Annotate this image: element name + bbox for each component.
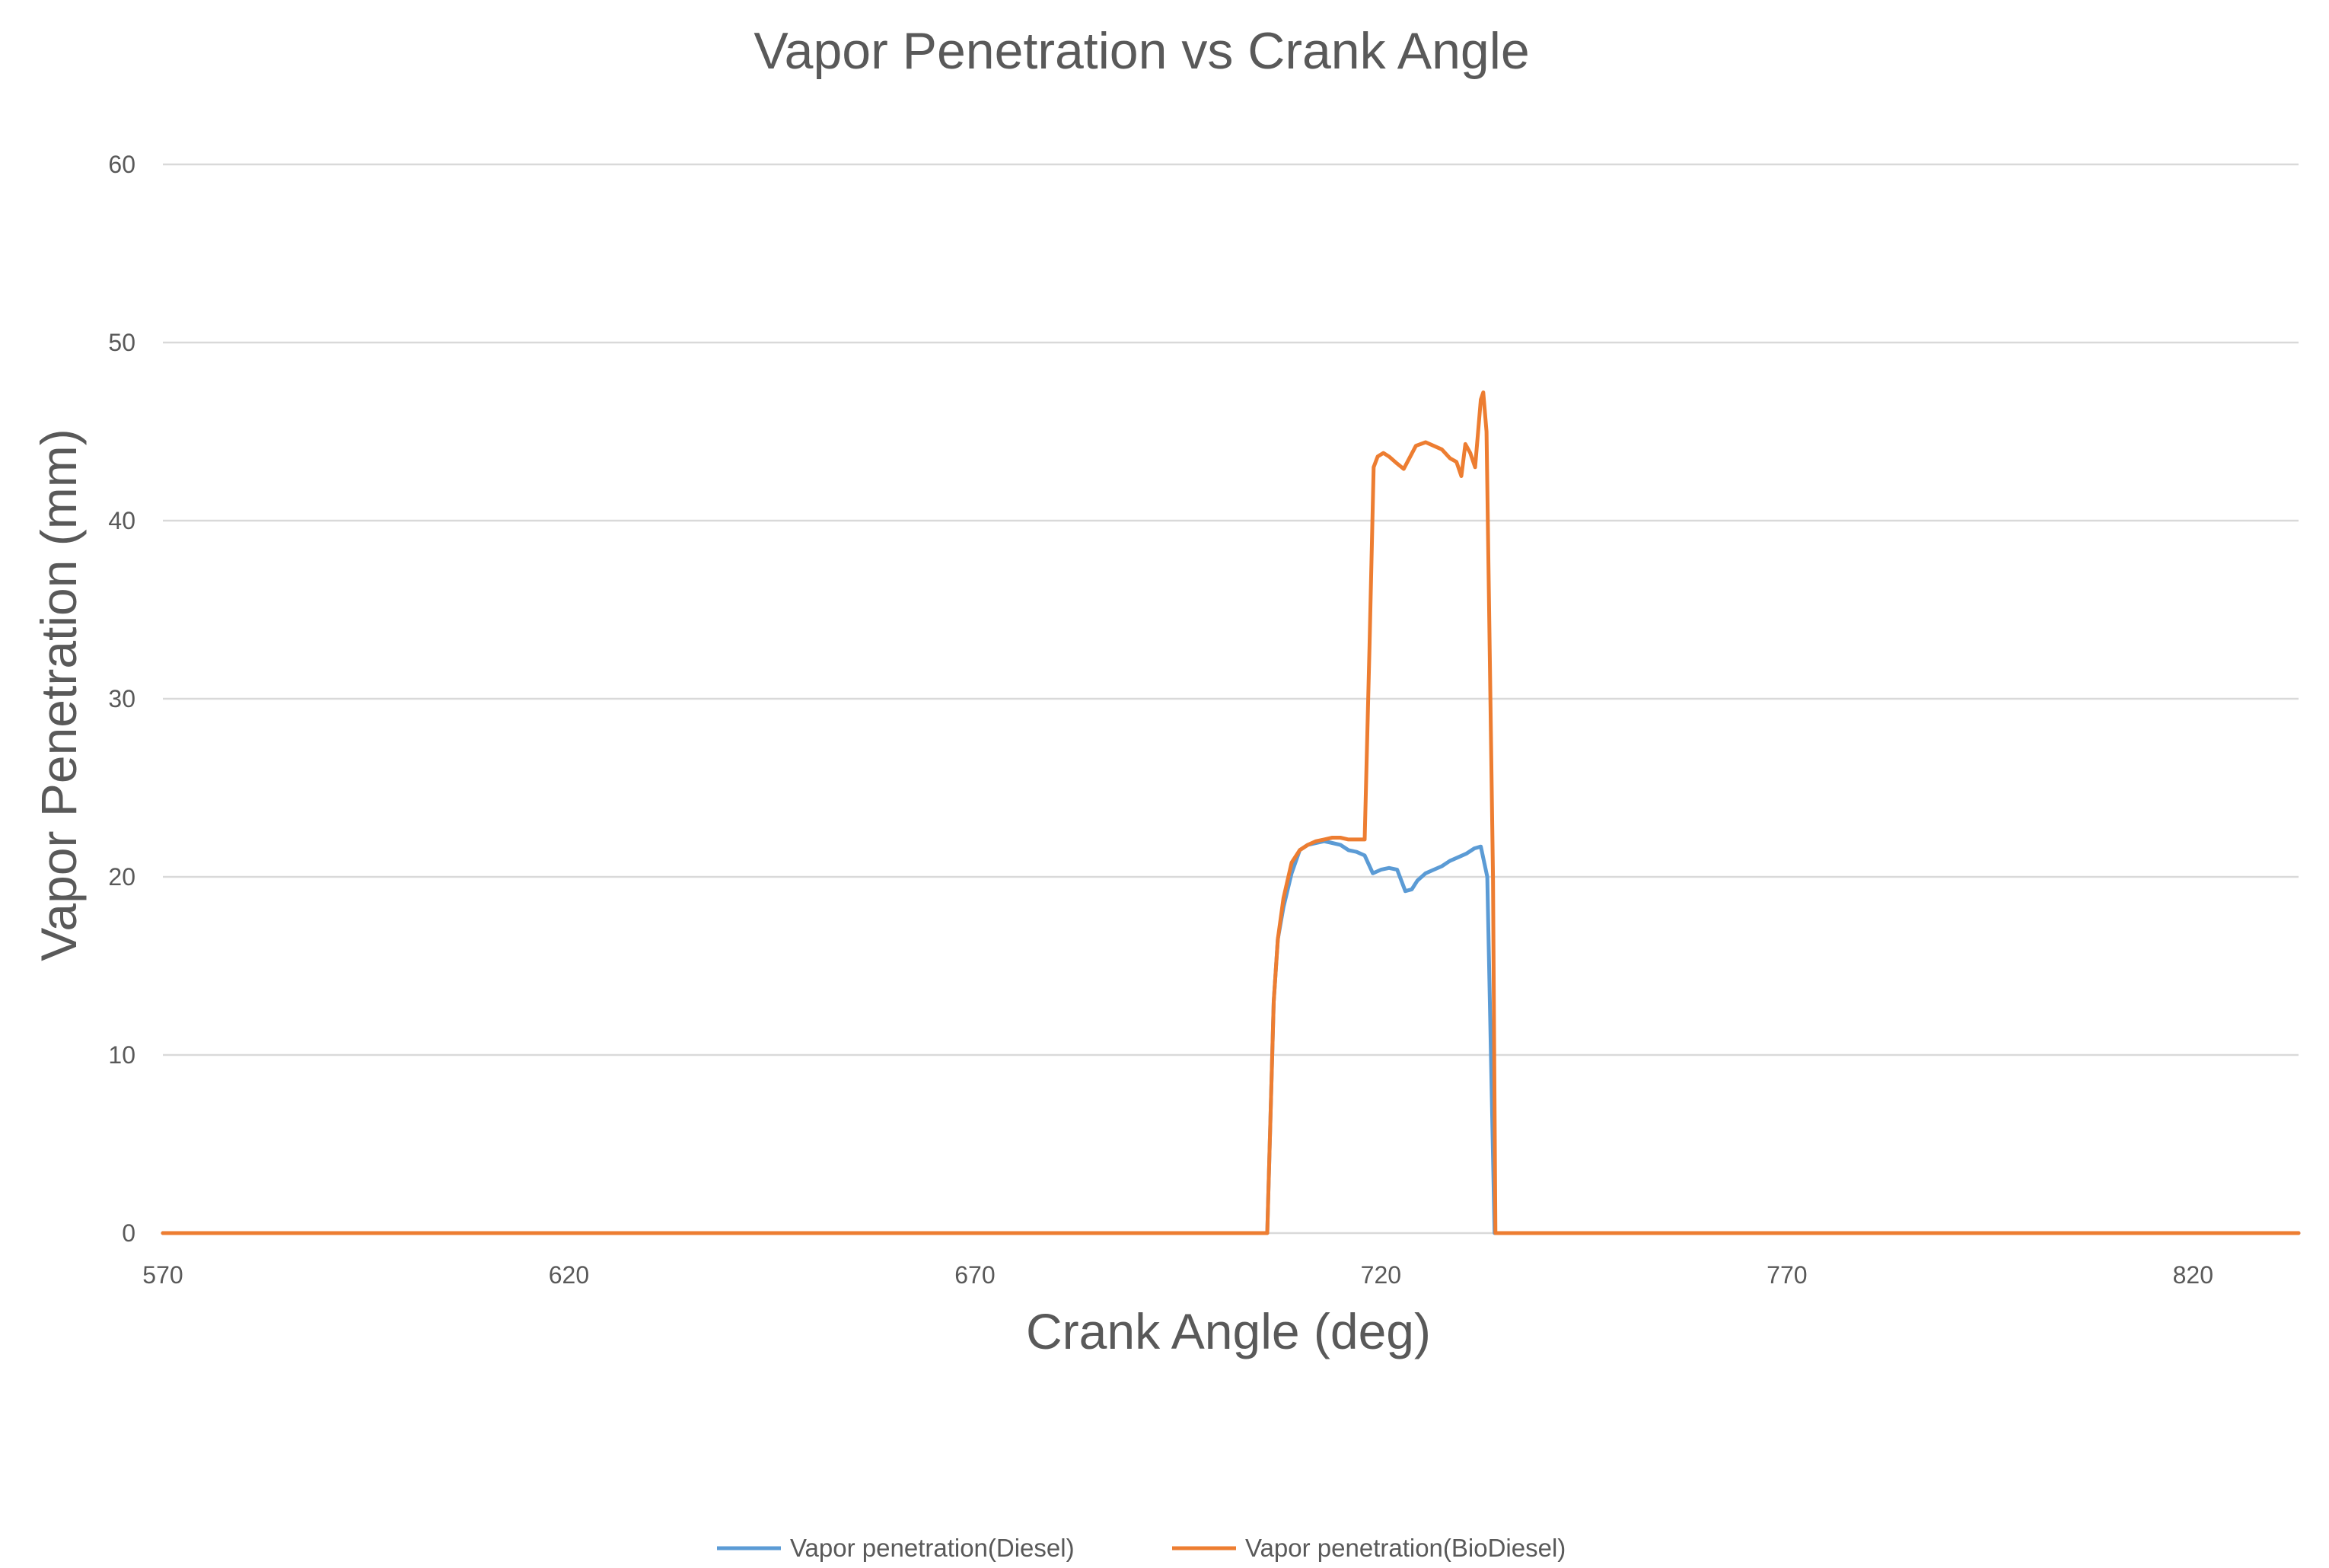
legend-label: Vapor penetration(BioDiesel) (1245, 1534, 1566, 1562)
gridlines (163, 163, 2299, 1056)
legend-label: Vapor penetration(Diesel) (790, 1534, 1075, 1562)
series-line-1 (161, 839, 2301, 1235)
x-tick-label: 720 (1361, 1261, 1401, 1289)
y-tick-label: 30 (108, 685, 135, 712)
y-tick-label: 50 (108, 329, 135, 356)
x-tick-label: 620 (549, 1261, 589, 1289)
series-lines (161, 390, 2301, 1235)
y-tick-label: 40 (108, 507, 135, 534)
x-tick-label: 570 (142, 1261, 183, 1289)
y-tick-label: 20 (108, 863, 135, 891)
y-tick-label: 0 (122, 1219, 135, 1247)
chart-title: Vapor Penetration vs Crank Angle (754, 22, 1529, 80)
y-tick-label: 10 (108, 1041, 135, 1069)
x-tick-label: 770 (1767, 1261, 1807, 1289)
series-line-2 (161, 390, 2301, 1235)
x-axis-title: Crank Angle (deg) (1026, 1303, 1431, 1359)
y-axis-title: Vapor Penetration (mm) (30, 429, 87, 961)
legend: Vapor penetration(Diesel) Vapor penetrati… (717, 1534, 1566, 1562)
x-tick-label: 670 (954, 1261, 995, 1289)
x-tick-labels: 570 620 670 720 770 820 (142, 1261, 2213, 1289)
y-tick-labels: 0 10 20 30 40 50 60 (108, 151, 135, 1247)
x-tick-label: 820 (2173, 1261, 2213, 1289)
y-tick-label: 60 (108, 151, 135, 178)
